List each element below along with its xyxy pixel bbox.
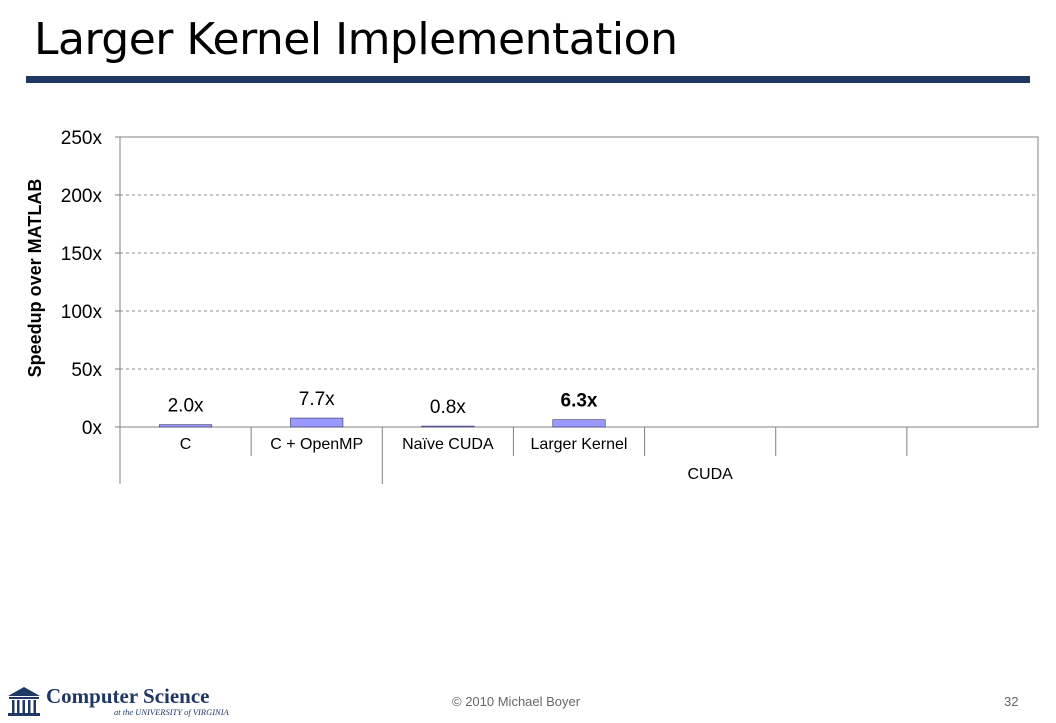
- y-axis-label: Speedup over MATLAB: [25, 179, 45, 378]
- logo-subtext: at the UNIVERSITY of VIRGINIA: [114, 707, 229, 717]
- footer-copyright: © 2010 Michael Boyer: [452, 694, 581, 709]
- bar: [421, 425, 475, 428]
- data-label: 6.3x: [561, 391, 598, 412]
- y-tick-label: 150x: [61, 244, 103, 265]
- y-tick-label: 50x: [71, 360, 102, 381]
- data-label: 2.0x: [168, 396, 204, 417]
- gridlines: [120, 194, 1038, 370]
- y-tick-label: 0x: [82, 418, 103, 439]
- group-label: CUDA: [687, 466, 733, 483]
- category-axis-table: CUDA C C + OpenMP Naïve CUDA Larger Kernel: [119, 427, 908, 484]
- bar: [290, 417, 344, 428]
- title-rule: [26, 76, 1030, 83]
- logo-text: Computer Science: [46, 684, 210, 708]
- category-label: Larger Kernel: [531, 436, 628, 453]
- category-label: C: [180, 436, 192, 453]
- y-tick-label: 250x: [61, 128, 103, 149]
- data-labels: 2.0x 7.7x 0.8x 6.3x: [168, 389, 598, 418]
- y-tick-label: 200x: [61, 186, 103, 207]
- university-logo: Computer Science at the UNIVERSITY of VI…: [6, 684, 246, 720]
- slide-title: Larger Kernel Implementation: [34, 14, 678, 65]
- rotunda-icon: [8, 687, 40, 716]
- bars: [159, 417, 606, 428]
- category-label: Naïve CUDA: [402, 436, 494, 453]
- y-tick-labels: 0x 50x 100x 150x 200x 250x: [61, 128, 120, 439]
- data-label: 0.8x: [430, 397, 466, 418]
- y-tick-label: 100x: [61, 302, 103, 323]
- bar-chart: 0x 50x 100x 150x 200x 250x 2.0x 7.7x 0.8x 6.3x C…: [25, 128, 1039, 484]
- bar: [159, 424, 213, 428]
- data-label: 7.7x: [299, 389, 335, 410]
- category-label: C + OpenMP: [270, 436, 363, 453]
- page-number: 32: [1004, 694, 1019, 709]
- bar: [552, 419, 606, 428]
- plot-area: [119, 136, 1039, 428]
